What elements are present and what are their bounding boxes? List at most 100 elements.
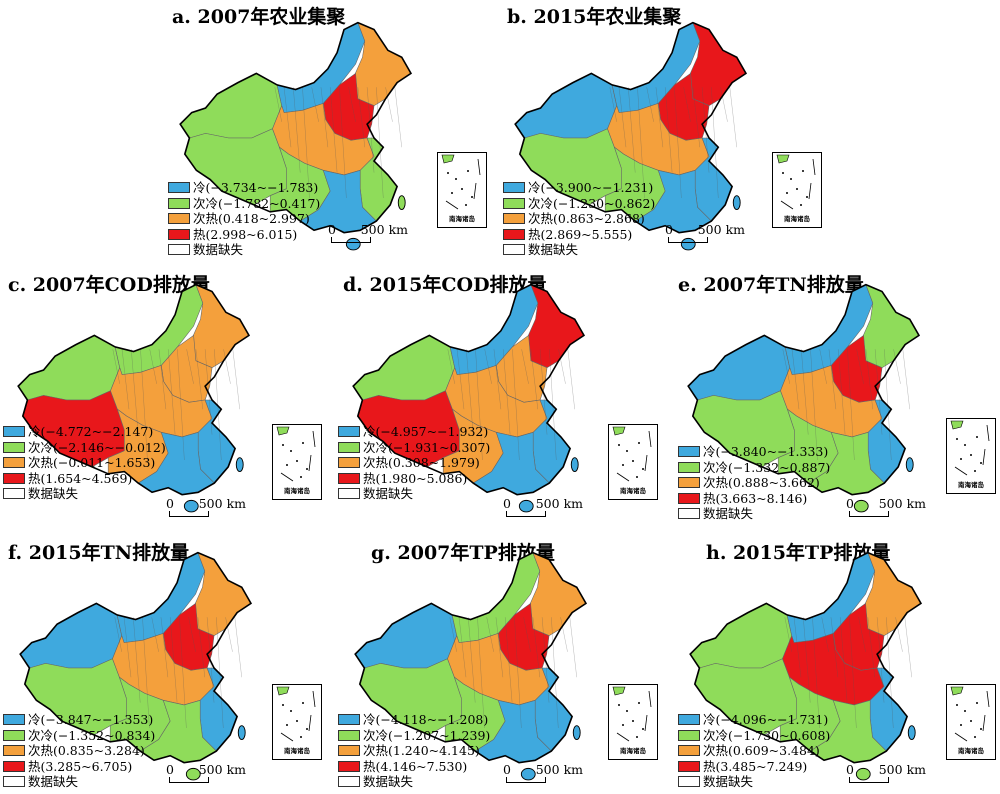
legend-item-hot: 热(4.146~7.530) <box>338 759 490 775</box>
legend: 冷(−4.772~−2.147) 次冷(−2.146~−0.012) 次热(−0.0… <box>3 424 166 502</box>
legend-label: 冷(−4.096~−1.731) <box>703 712 829 727</box>
legend-item-missing: 数据缺失 <box>503 242 655 258</box>
legend: 冷(−3.840~−1.333) 次冷(−1.332~0.887) 次热(0.888… <box>678 444 830 522</box>
county-line <box>523 617 531 652</box>
legend-item-subhot: 次热(1.240~4.145) <box>338 743 490 759</box>
legend-swatch <box>338 760 360 772</box>
hainan-island <box>853 499 869 513</box>
county-line <box>214 349 222 461</box>
county-line <box>357 87 365 148</box>
inset-island-dot <box>976 702 978 704</box>
legend-swatch <box>3 760 25 772</box>
panel-a: a. 2007年农业集聚 冷(−3.734~−1.783) 次冷(−1.782~0… <box>0 0 490 262</box>
county-line <box>293 87 301 173</box>
county-line <box>558 349 566 384</box>
inset-island-dot <box>980 728 982 730</box>
taiwan-island <box>572 725 581 740</box>
county-line <box>112 349 120 384</box>
region-west <box>352 335 456 401</box>
legend-label: 冷(−3.734~−1.783) <box>193 180 319 195</box>
legend-label: 数据缺失 <box>528 242 579 257</box>
inset-coast <box>950 686 964 696</box>
legend-item-hot: 热(1.980~5.086) <box>338 471 490 487</box>
county-line <box>376 87 384 199</box>
county-line <box>810 349 818 461</box>
scale-bar: 0 500 km <box>328 222 408 243</box>
legend-label: 次冷(−1.931~0.307) <box>363 439 491 455</box>
legend-label: 热(1.654~4.569) <box>28 470 133 486</box>
country-outline <box>17 283 251 496</box>
county-line <box>158 349 167 410</box>
china-map <box>352 283 586 513</box>
legend-label: 次冷(−1.730~0.608) <box>703 727 831 743</box>
county-line <box>160 617 169 678</box>
legend-label: 次热(0.308~1.979) <box>363 455 480 470</box>
inset-boundary-line <box>616 430 652 482</box>
legend-label: 热(1.980~5.086) <box>363 470 468 486</box>
legend-swatch <box>503 197 525 209</box>
scale-distance: 500 km <box>198 496 246 511</box>
taiwan-island <box>905 457 914 472</box>
scale-line <box>331 237 371 243</box>
county-line <box>195 349 203 410</box>
legend-item-hot: 热(1.654~4.569) <box>3 471 166 487</box>
legend-label: 热(3.285~6.705) <box>28 758 133 774</box>
county-line <box>133 617 141 703</box>
legend-swatch <box>3 776 25 788</box>
inset-island-dot <box>467 170 469 172</box>
county-line <box>569 617 577 678</box>
county-line <box>886 617 894 729</box>
china-map <box>514 21 748 251</box>
china-map <box>19 551 253 781</box>
south-china-sea-inset: 南海诸岛 <box>272 684 322 760</box>
inset-island-dot <box>956 438 958 440</box>
inset-boundary-line <box>616 690 652 742</box>
scale-line <box>849 777 889 783</box>
legend-swatch <box>503 213 525 225</box>
legend-label: 冷(−3.847~−1.353) <box>28 712 154 727</box>
south-china-sea-inset: 南海诸岛 <box>772 152 822 228</box>
county-line <box>784 617 792 652</box>
legend-label: 次热(0.863~2.868) <box>528 211 645 226</box>
panel-b: b. 2015年农业集聚 冷(−3.900~−1.231) 次冷(−1.230~0… <box>335 0 825 262</box>
panel-title: g. 2007年TP排放量 <box>371 542 555 564</box>
county-line <box>895 617 903 652</box>
scale-zero: 0 <box>846 762 854 777</box>
county-line <box>801 349 809 435</box>
legend-item-subcold: 次冷(−1.931~0.307) <box>338 440 490 456</box>
inset-island-dot <box>618 444 620 446</box>
inset-islands <box>950 420 990 476</box>
legend-swatch <box>678 492 700 504</box>
legend-label: 次冷(−1.207~1.239) <box>363 727 491 743</box>
legend-item-hot: 热(3.663~8.146) <box>678 491 830 507</box>
county-line <box>223 349 231 384</box>
county-line <box>560 617 568 652</box>
county-line <box>793 617 802 678</box>
county-line <box>867 617 875 678</box>
south-china-sea-inset: 南海诸岛 <box>437 152 487 228</box>
legend-item-subhot: 次热(−0.011~1.653) <box>3 455 166 471</box>
legend-swatch <box>678 729 700 741</box>
hainan-island <box>185 767 201 781</box>
legend-label: 次热(−0.011~1.653) <box>28 455 156 470</box>
inset-island-dot <box>964 710 966 712</box>
hainan-island <box>518 499 534 513</box>
county-line <box>609 87 617 122</box>
inset-island-dot <box>970 454 972 456</box>
region-west <box>17 335 121 401</box>
scale-line <box>506 777 546 783</box>
county-line <box>188 617 196 652</box>
inset-island-dot <box>622 464 624 466</box>
legend-item-missing: 数据缺失 <box>678 774 830 790</box>
county-line <box>521 349 529 384</box>
scale-bar: 0 500 km <box>846 496 926 517</box>
country-outline <box>514 21 748 234</box>
county-line <box>121 349 130 410</box>
county-line <box>186 349 194 384</box>
region-west <box>19 603 123 669</box>
inset-island-dot <box>302 442 304 444</box>
county-line <box>849 617 857 729</box>
panel-e: e. 2007年TN排放量 冷(−3.840~−1.333) 次冷(−1.332~… <box>670 262 1000 532</box>
legend-swatch <box>3 729 25 741</box>
scale-zero: 0 <box>166 762 174 777</box>
